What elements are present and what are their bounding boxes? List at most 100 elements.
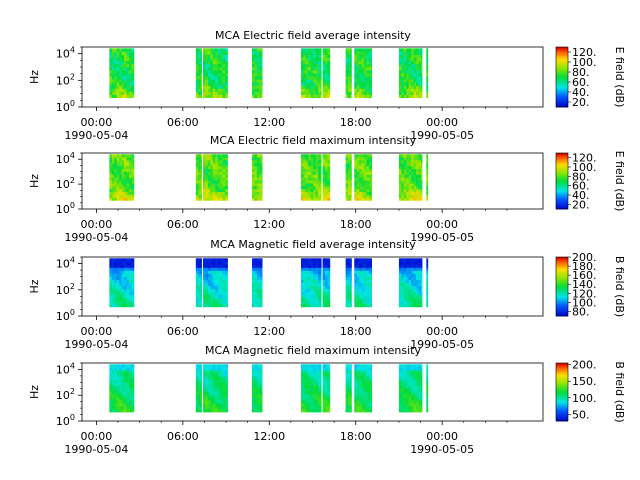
heatmap-cell (124, 57, 127, 62)
heatmap-cell (310, 60, 314, 65)
heatmap-cell (416, 57, 419, 62)
heatmap-cell (254, 180, 258, 184)
heatmap-cell (251, 160, 255, 164)
heatmap-cell (124, 162, 127, 167)
heatmap-cell (261, 66, 263, 71)
heatmap-cell (200, 388, 202, 392)
heatmap-cell (251, 385, 255, 389)
heatmap-cell (256, 180, 260, 184)
heatmap-cell (303, 154, 307, 158)
heatmap-cell (128, 194, 132, 198)
data-segment-10 (426, 258, 429, 308)
heatmap-cell (371, 183, 372, 187)
heatmap-cell (403, 162, 407, 167)
heatmap-cell (128, 191, 132, 195)
heatmap-cell (322, 168, 326, 172)
heatmap-cell (222, 261, 226, 265)
heatmap-cell (205, 54, 209, 58)
colorbar-swatch (556, 96, 568, 99)
heatmap-cell (420, 154, 423, 158)
heatmap-cell (207, 403, 211, 407)
heatmap-cell (418, 388, 422, 392)
heatmap-cell (261, 73, 263, 77)
heatmap-cell (359, 303, 363, 308)
heatmap-cell (205, 382, 209, 386)
heatmap-cell (368, 394, 372, 398)
heatmap-cell (119, 409, 123, 413)
heatmap-cell (300, 191, 304, 195)
colorbar-tick-label: 120. (572, 287, 597, 300)
heatmap-cell (315, 391, 319, 395)
heatmap-cell (124, 303, 127, 308)
heatmap-cell (354, 261, 358, 265)
heatmap-cell (426, 409, 429, 413)
heatmap-cell (359, 57, 363, 62)
colorbar: 20.40.60.80.100.120. E field (dB) (555, 151, 626, 211)
data-segment-1 (109, 48, 135, 99)
heatmap-cell (416, 85, 419, 89)
heatmap-cell (126, 76, 130, 80)
heatmap-cell (198, 264, 202, 268)
heatmap-cell (303, 191, 307, 195)
heatmap-cell (413, 367, 417, 371)
heatmap-cell (398, 160, 402, 164)
heatmap-cell (225, 177, 228, 181)
heatmap-cell (256, 63, 260, 68)
heatmap-cell (345, 285, 349, 290)
heatmap-cell (411, 154, 415, 158)
heatmap-cell (325, 191, 328, 195)
heatmap-cell (207, 188, 211, 193)
heatmap-cell (350, 194, 352, 198)
colorbar-swatch (556, 48, 568, 51)
heatmap-cell (420, 48, 423, 52)
heatmap-cell (398, 264, 402, 268)
heatmap-cell (398, 154, 402, 158)
heatmap-cell (318, 183, 321, 187)
heatmap-cell (318, 194, 321, 198)
heatmap-cell (420, 303, 423, 308)
heatmap-cell (420, 157, 423, 161)
heatmap-cell (348, 177, 351, 181)
heatmap-cell (305, 183, 309, 187)
heatmap-cell (203, 373, 206, 377)
heatmap-cell (212, 160, 216, 164)
heatmap-cell (356, 291, 360, 296)
heatmap-cell (345, 370, 349, 374)
heatmap-cell (368, 157, 372, 161)
heatmap-cell (116, 174, 120, 178)
heatmap-cell (121, 183, 125, 187)
heatmap-cell (406, 397, 410, 401)
heatmap-cell (225, 400, 228, 404)
heatmap-cell (111, 191, 115, 195)
heatmap-cell (121, 191, 125, 195)
heatmap-cell (366, 183, 370, 187)
heatmap-cell (310, 406, 314, 410)
heatmap-cell (116, 76, 120, 80)
heatmap-cell (366, 303, 370, 308)
heatmap-cell (418, 94, 422, 99)
colorbar-swatch (556, 98, 568, 100)
heatmap-cell (222, 88, 226, 92)
colorbar-swatch (556, 63, 568, 66)
heatmap-cell (420, 66, 423, 71)
heatmap-cell (300, 194, 304, 198)
heatmap-cell (361, 51, 365, 55)
colorbar-swatch (556, 413, 568, 416)
heatmap-cell (109, 258, 113, 262)
colorbar-swatch (556, 172, 568, 175)
heatmap-cell (254, 197, 258, 201)
heatmap-cell (366, 273, 370, 277)
heatmap-cell (251, 51, 255, 55)
heatmap-cell (413, 94, 417, 99)
heatmap-cell (368, 261, 372, 265)
heatmap-cell (320, 391, 322, 395)
heatmap-cell (356, 273, 360, 277)
heatmap-cell (354, 294, 358, 299)
heatmap-cell (364, 191, 367, 195)
heatmap-cell (195, 157, 199, 161)
heatmap-cell (401, 273, 405, 277)
heatmap-cell (256, 400, 260, 404)
colorbar-swatch (556, 262, 568, 265)
heatmap-cell (207, 285, 211, 290)
heatmap-cell (361, 54, 365, 58)
